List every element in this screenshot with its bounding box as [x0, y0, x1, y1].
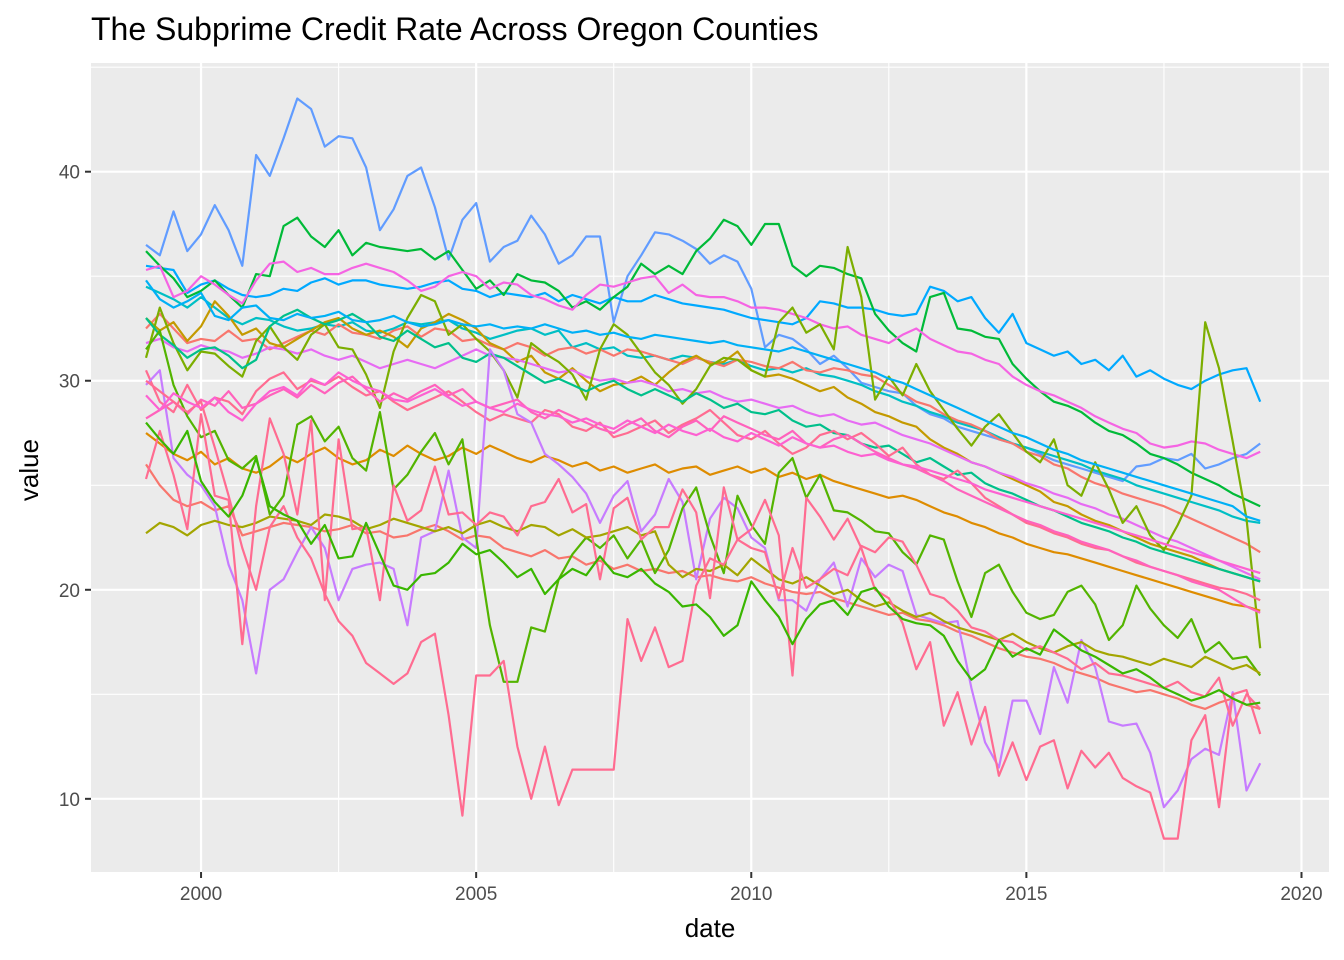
- series-line-10: [145, 308, 1261, 583]
- series-line-4: [145, 216, 1261, 508]
- y-axis-ticks: 10 20 30 40: [59, 163, 91, 811]
- series-line-16: [145, 375, 1261, 614]
- plot-panel: [91, 63, 1329, 872]
- series-line-5: [145, 260, 1261, 460]
- x-axis-title: date: [685, 913, 736, 943]
- series-line-12: [145, 432, 1261, 612]
- series-line-19: [144, 413, 1262, 840]
- x-axis-ticks: 2000 2005 2010 2015 2020: [180, 872, 1323, 905]
- major-gridlines: [91, 63, 1329, 872]
- series-line-22: [145, 371, 1261, 575]
- y-tick-label: 40: [59, 163, 80, 184]
- series-line-21: [145, 421, 1261, 706]
- y-tick-label: 20: [59, 581, 80, 602]
- y-axis-title: value: [14, 439, 44, 501]
- minor-gridlines: [91, 63, 1329, 872]
- x-tick-label: 2015: [1005, 884, 1047, 905]
- series-line-2: [145, 264, 1262, 403]
- x-tick-label: 2000: [180, 884, 222, 905]
- chart-title: The Subprime Credit Rate Across Oregon C…: [91, 11, 818, 47]
- series-lines: [144, 97, 1262, 840]
- y-tick-label: 10: [59, 790, 80, 811]
- x-tick-label: 2010: [730, 884, 772, 905]
- series-line-8: [145, 337, 1261, 581]
- series-line-14: [145, 279, 1261, 522]
- x-tick-label: 2020: [1280, 884, 1322, 905]
- series-line-20: [145, 379, 1262, 817]
- series-line-11: [144, 369, 1261, 602]
- series-line-17: [145, 329, 1262, 683]
- x-tick-label: 2005: [455, 884, 497, 905]
- series-line-9: [144, 245, 1262, 649]
- series-line-7: [145, 300, 1261, 583]
- series-line-1: [145, 97, 1261, 483]
- y-tick-label: 30: [59, 372, 80, 393]
